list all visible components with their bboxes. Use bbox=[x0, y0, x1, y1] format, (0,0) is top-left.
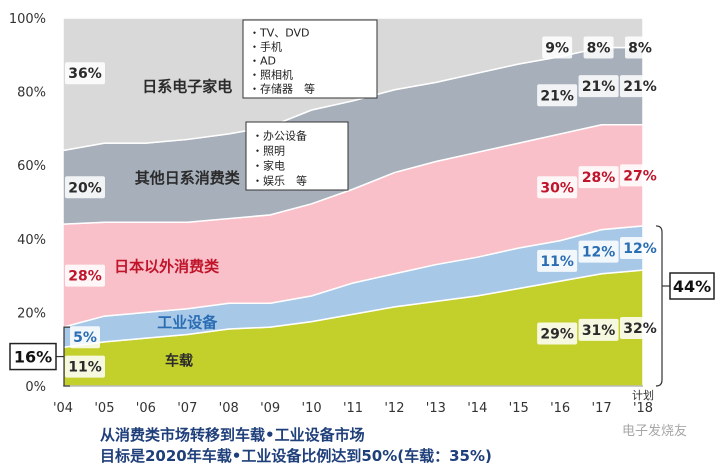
pct-'16-jp_elec: 9% bbox=[545, 40, 569, 56]
pct-'17-other_jp-bg bbox=[578, 75, 619, 98]
y-axis: 0% 20% 40% 60% 80% 100% bbox=[9, 12, 46, 395]
pct-'16-industrial-bg bbox=[537, 249, 578, 272]
x-tick-label: '12 bbox=[384, 401, 404, 416]
percent-labels: 36% 20% 28% 5% 11% 9% 8% 8% 21% 21% 21% 30% 28% 27% 11… bbox=[65, 36, 660, 378]
pct-'18-other_jp: 21% bbox=[623, 79, 657, 95]
annotation-boxes: ・TV、DVD・手机・AD・照相机・存储器 等・办公设备・照明・家电・娱乐 等 bbox=[242, 19, 378, 191]
pct-2004-overseas-bg bbox=[65, 264, 105, 287]
x-tick-label: '10 bbox=[302, 401, 322, 416]
caption-line-2: 目标是2020年车载•工业设备比例达到50%(车载：35%) bbox=[100, 447, 492, 465]
y-tick-label: 100% bbox=[9, 12, 46, 27]
pct-2004-industrial: 5% bbox=[73, 330, 97, 346]
x-tick-label: '14 bbox=[467, 401, 487, 416]
annotation-item: ・照相机 bbox=[249, 68, 293, 82]
left-total-label: 16% bbox=[14, 348, 52, 367]
series-label-auto: 车载 bbox=[165, 353, 193, 370]
annotation-item: ・娱乐 等 bbox=[252, 173, 307, 187]
annotation-box-1 bbox=[242, 19, 378, 99]
x-tick-label: '18 bbox=[633, 401, 653, 416]
pct-'18-other_jp-bg bbox=[620, 75, 660, 98]
y-tick-label: 0% bbox=[25, 380, 46, 395]
pct-'17-jp_elec: 8% bbox=[587, 40, 611, 56]
pct-'16-other_jp-bg bbox=[537, 84, 578, 107]
x-tick-label: '11 bbox=[343, 401, 363, 416]
pct-'18-overseas: 27% bbox=[623, 168, 657, 184]
watermark: 电子发烧友 bbox=[622, 424, 688, 439]
annotation-box-2 bbox=[245, 121, 349, 191]
pct-'16-overseas-bg bbox=[537, 176, 578, 199]
x-tick-label: '17 bbox=[592, 401, 612, 416]
series-label-jp_elec: 日系电子家电 bbox=[142, 78, 232, 96]
y-tick-label: 60% bbox=[17, 159, 46, 174]
pct-2004-other_jp: 20% bbox=[68, 180, 102, 196]
pct-'17-overseas-bg bbox=[578, 166, 619, 189]
x-tick-label: '09 bbox=[260, 401, 280, 416]
y-tick-label: 80% bbox=[17, 86, 46, 101]
pct-'17-industrial: 12% bbox=[582, 245, 616, 261]
pct-'17-jp_elec-bg bbox=[583, 36, 614, 59]
pct-'18-auto: 32% bbox=[623, 321, 657, 337]
caption-line-1: 从消费类市场转移到车载•工业设备市场 bbox=[100, 426, 365, 444]
pct-'16-industrial: 11% bbox=[540, 254, 574, 270]
pct-'18-jp_elec: 8% bbox=[628, 40, 652, 56]
pct-2004-jp_elec-bg bbox=[65, 62, 105, 85]
x-tick-label: '04 bbox=[53, 401, 73, 416]
pct-2004-jp_elec: 36% bbox=[68, 66, 102, 82]
annotation-item: ・TV、DVD bbox=[249, 27, 310, 40]
pct-2004-other_jp-bg bbox=[65, 176, 105, 199]
pct-'17-auto-bg bbox=[578, 318, 619, 341]
forecast-tick-label: 计划 bbox=[632, 389, 654, 402]
pct-'16-other_jp: 21% bbox=[540, 88, 574, 104]
annotation-item: ・照明 bbox=[252, 144, 285, 157]
x-tick-label: '15 bbox=[509, 401, 529, 416]
pct-2004-auto: 11% bbox=[68, 360, 102, 376]
total-brackets: 16% 44% bbox=[9, 225, 715, 387]
x-tick-label: '05 bbox=[94, 401, 114, 416]
pct-'17-other_jp: 21% bbox=[582, 79, 616, 95]
pct-'18-auto-bg bbox=[620, 317, 660, 340]
y-tick-label: 40% bbox=[17, 233, 46, 248]
x-tick-label: '07 bbox=[177, 401, 197, 416]
x-tick-label: '08 bbox=[219, 401, 239, 416]
left-total-box bbox=[9, 342, 57, 371]
pct-'18-industrial-bg bbox=[620, 237, 660, 259]
annotation-item: ・办公设备 bbox=[252, 128, 307, 142]
pct-'16-auto: 29% bbox=[540, 327, 574, 343]
pct-'17-auto: 31% bbox=[582, 323, 616, 339]
pct-'18-industrial: 12% bbox=[623, 241, 657, 257]
x-tick-label: '06 bbox=[136, 401, 156, 416]
pct-2004-industrial-bg bbox=[70, 326, 100, 349]
pct-2004-auto-bg bbox=[65, 355, 105, 378]
x-tick-label: '16 bbox=[550, 401, 570, 416]
right-total-label: 44% bbox=[673, 277, 711, 296]
pct-'18-jp_elec-bg bbox=[625, 36, 655, 59]
pct-2004-overseas: 28% bbox=[68, 269, 102, 285]
pct-'18-overseas-bg bbox=[620, 164, 660, 187]
right-bracket bbox=[655, 225, 663, 387]
series-label-industrial: 工业设备 bbox=[157, 314, 218, 332]
annotation-item: ・存储器 等 bbox=[249, 82, 315, 96]
area-layers bbox=[62, 17, 644, 387]
y-tick-label: 20% bbox=[17, 306, 46, 321]
pct-'16-jp_elec-bg bbox=[542, 36, 573, 59]
pct-'16-overseas: 30% bbox=[540, 180, 574, 196]
pct-'16-auto-bg bbox=[537, 322, 578, 345]
x-axis: '04 '05 '06 '07 '08 '09 '10 '11 '12 '13 '14 '15 '16 '… bbox=[53, 385, 654, 416]
right-total-box bbox=[669, 272, 715, 300]
annotation-item: ・手机 bbox=[249, 40, 282, 54]
pct-'17-industrial-bg bbox=[578, 240, 619, 263]
annotation-item: ・AD bbox=[249, 55, 276, 68]
x-tick-label: '13 bbox=[426, 401, 446, 416]
pct-'17-overseas: 28% bbox=[582, 170, 616, 186]
series-label-other_jp: 其他日系消费类 bbox=[135, 169, 241, 187]
annotation-item: ・家电 bbox=[252, 158, 285, 172]
series-label-overseas: 日本以外消费类 bbox=[114, 257, 220, 275]
